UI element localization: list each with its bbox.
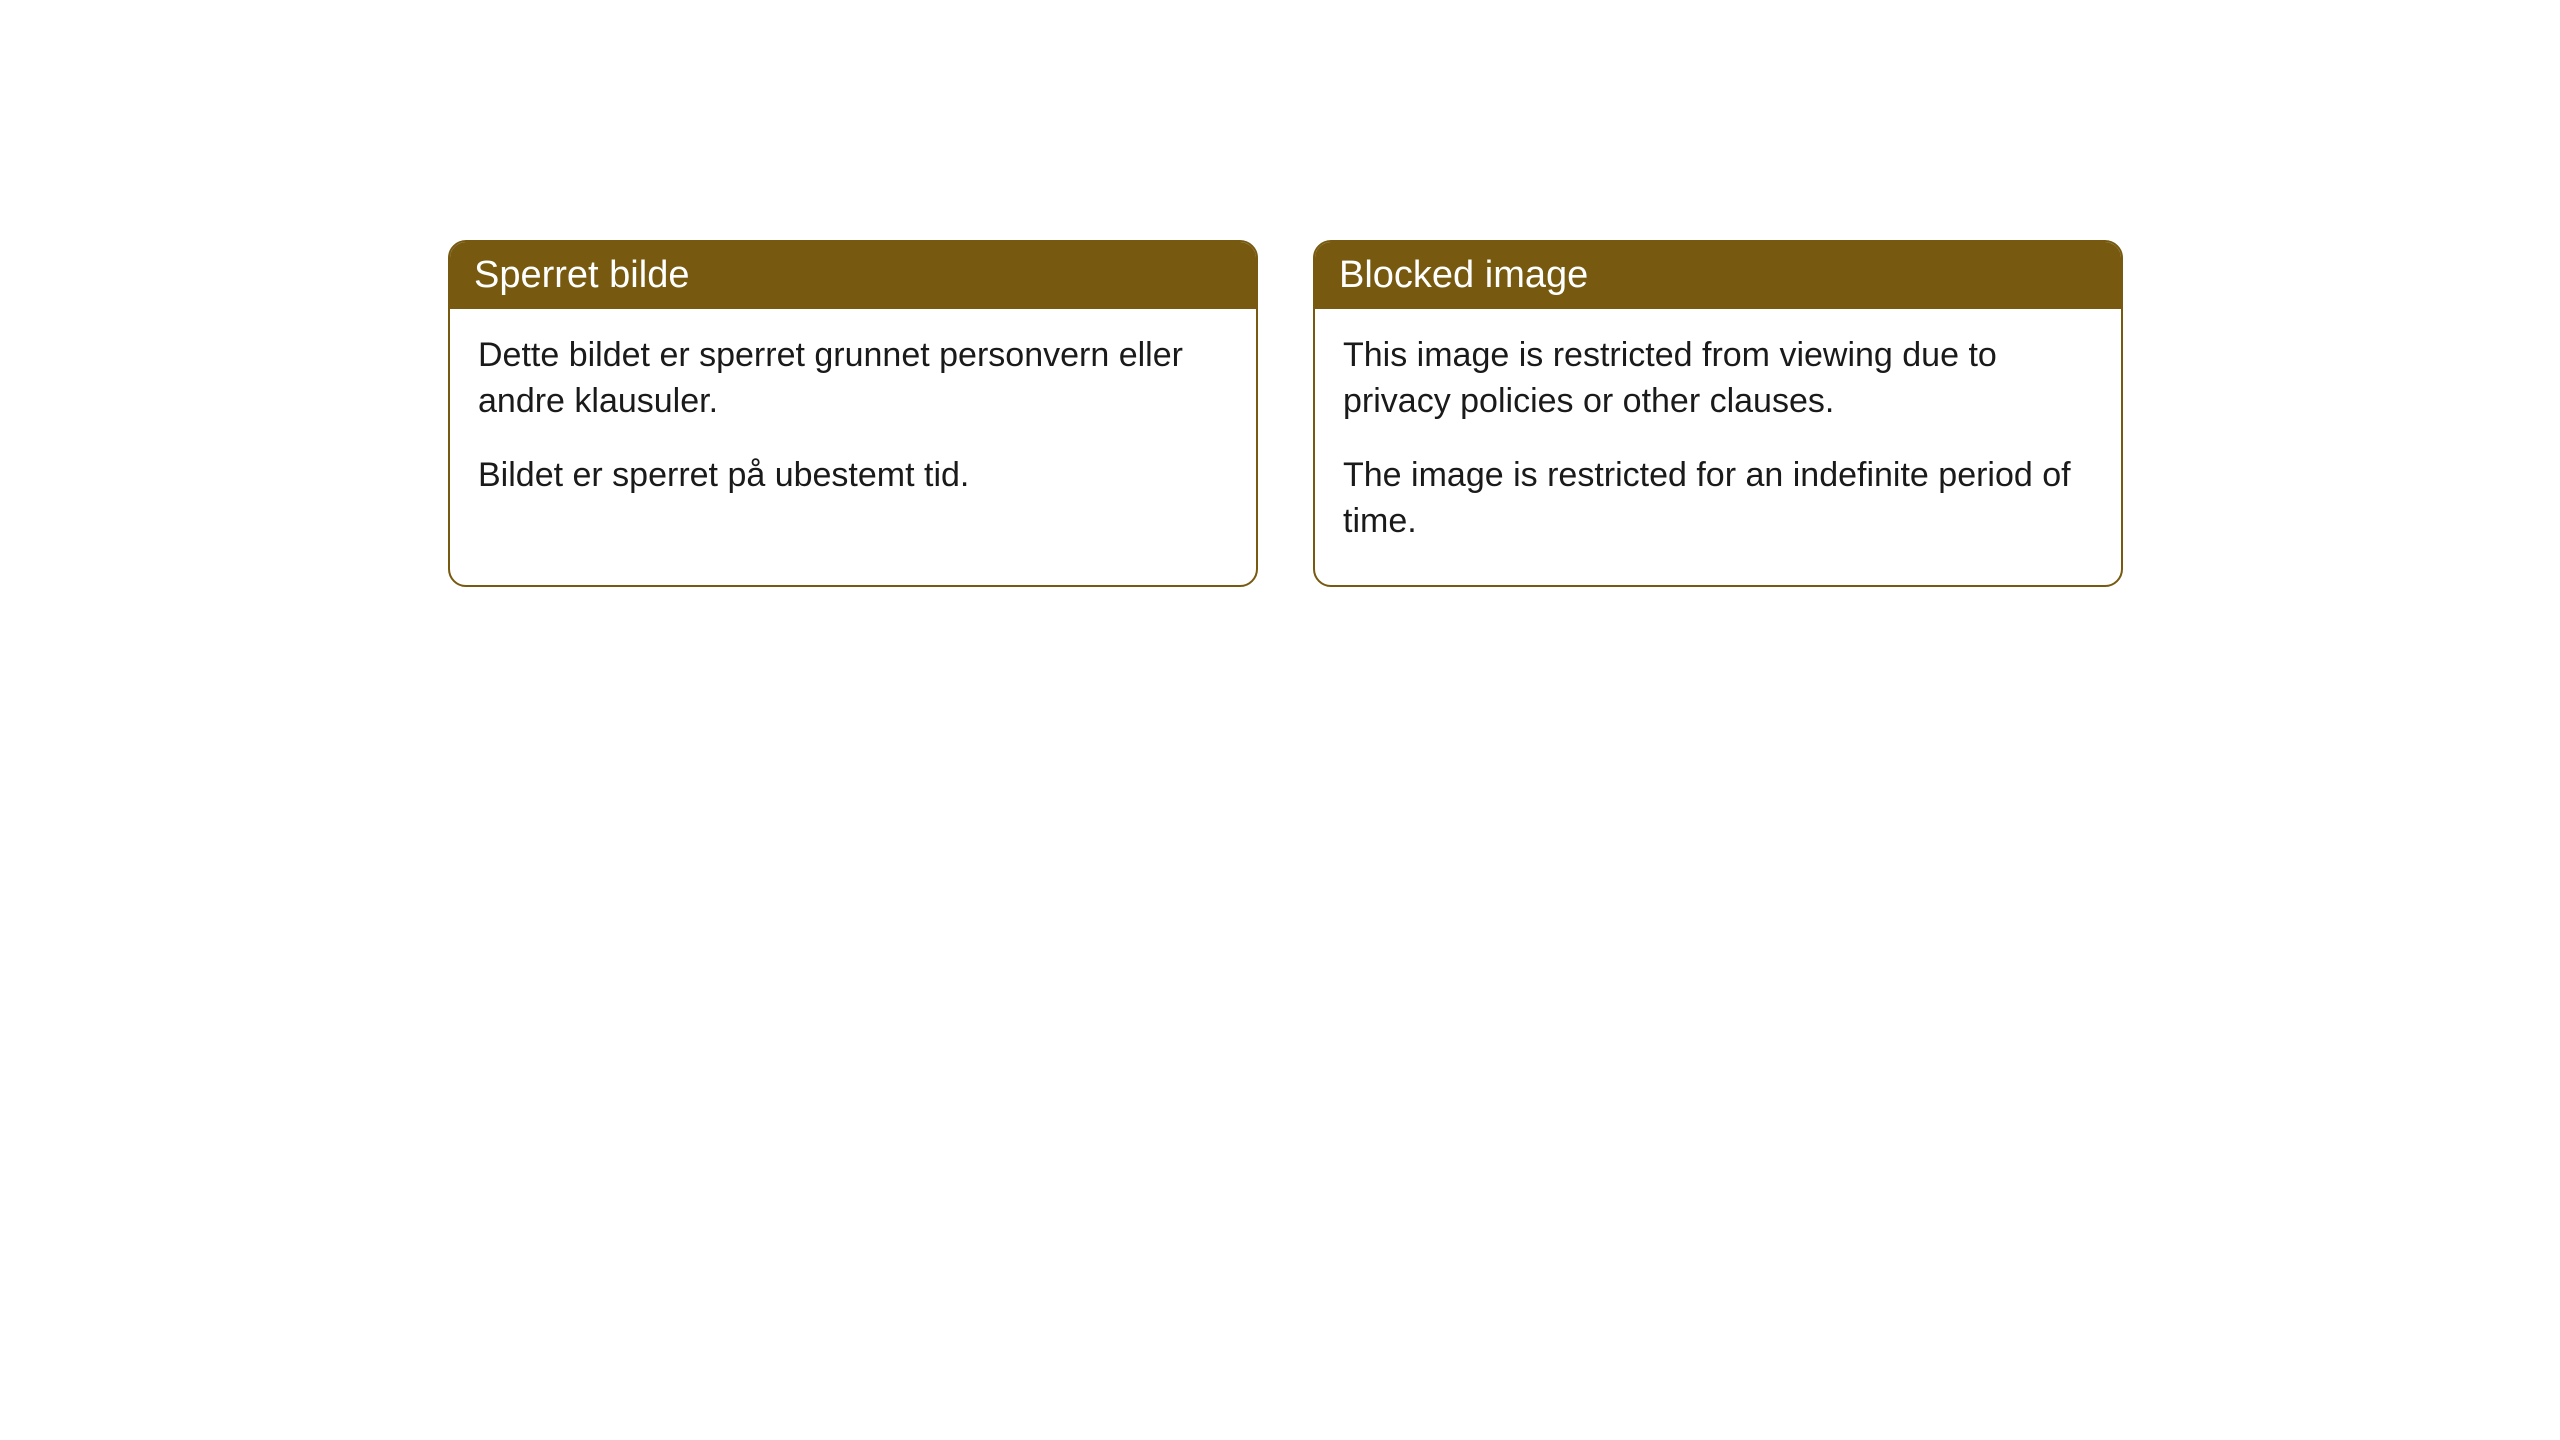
card-paragraph-en-2: The image is restricted for an indefinit… — [1343, 453, 2093, 545]
card-header-no: Sperret bilde — [450, 242, 1256, 309]
card-body-en: This image is restricted from viewing du… — [1315, 309, 2121, 585]
card-title-no: Sperret bilde — [474, 254, 689, 296]
card-header-en: Blocked image — [1315, 242, 2121, 309]
card-blocked-image-en: Blocked image This image is restricted f… — [1313, 240, 2123, 587]
card-title-en: Blocked image — [1339, 254, 1588, 296]
card-paragraph-no-2: Bildet er sperret på ubestemt tid. — [478, 453, 1228, 499]
cards-container: Sperret bilde Dette bildet er sperret gr… — [448, 240, 2123, 587]
card-body-no: Dette bildet er sperret grunnet personve… — [450, 309, 1256, 539]
card-paragraph-no-1: Dette bildet er sperret grunnet personve… — [478, 333, 1228, 425]
card-paragraph-en-1: This image is restricted from viewing du… — [1343, 333, 2093, 425]
card-blocked-image-no: Sperret bilde Dette bildet er sperret gr… — [448, 240, 1258, 587]
